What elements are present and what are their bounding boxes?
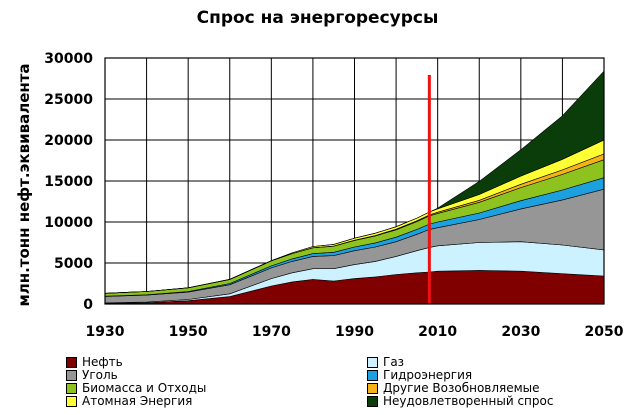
x-tick-label: 1950 (169, 324, 208, 340)
x-tick-label: 2030 (501, 324, 540, 340)
legend-swatch-coal (66, 370, 77, 381)
y-axis-label: млн.тонн нефт.эквивалента (15, 63, 33, 306)
legend-swatch-hydro (367, 370, 378, 381)
y-tick-label: 0 (83, 297, 93, 313)
legend-item-nuclear: Атомная Энергия (66, 395, 192, 408)
y-tick-label: 5000 (54, 256, 93, 272)
legend-swatch-oil (66, 357, 77, 368)
legend-item-biomass: Биомасса и Отходы (66, 382, 206, 395)
legend-swatch-unmet-demand (367, 396, 378, 407)
legend-label-gas: Газ (383, 355, 405, 369)
legend-item-other-renewables: Другие Возобновляемые (367, 382, 540, 395)
y-tick-label: 15000 (44, 174, 93, 190)
y-tick-label: 10000 (44, 215, 93, 231)
legend-swatch-biomass (66, 383, 77, 394)
x-tick-label: 2050 (585, 324, 624, 340)
y-tick-labels: 0 5000 10000 15000 20000 25000 30000 (44, 51, 93, 313)
y-tick-label: 20000 (44, 133, 93, 149)
legend-swatch-nuclear (66, 396, 77, 407)
chart-title: Спрос на энергоресурсы (196, 8, 439, 28)
y-tick-label: 30000 (44, 51, 93, 67)
legend-label-nuclear: Атомная Энергия (82, 394, 193, 408)
legend-label-other-renewables: Другие Возобновляемые (383, 381, 540, 395)
y-tick-label: 25000 (44, 92, 93, 108)
legend-item-oil: Нефть (66, 356, 123, 369)
x-tick-label: 2010 (418, 324, 457, 340)
legend-swatch-other-renewables (367, 383, 378, 394)
legend-label-oil: Нефть (82, 355, 123, 369)
legend-item-coal: Уголь (66, 369, 118, 382)
x-tick-label: 1930 (86, 324, 125, 340)
legend-label-unmet-demand: Неудовлетворенный спрос (383, 394, 554, 408)
legend-item-hydro: Гидроэнергия (367, 369, 472, 382)
axes (104, 57, 605, 305)
legend-item-unmet-demand: Неудовлетворенный спрос (367, 395, 553, 408)
legend-label-hydro: Гидроэнергия (383, 368, 473, 382)
plot-frame (104, 57, 605, 305)
legend-label-biomass: Биомасса и Отходы (82, 381, 207, 395)
x-tick-label: 1990 (335, 324, 374, 340)
legend-label-coal: Уголь (82, 368, 118, 382)
x-tick-labels: 1930 1950 1970 1990 2010 2030 2050 (86, 324, 624, 340)
x-tick-label: 1970 (252, 324, 291, 340)
legend-item-gas: Газ (367, 356, 404, 369)
legend-swatch-gas (367, 357, 378, 368)
